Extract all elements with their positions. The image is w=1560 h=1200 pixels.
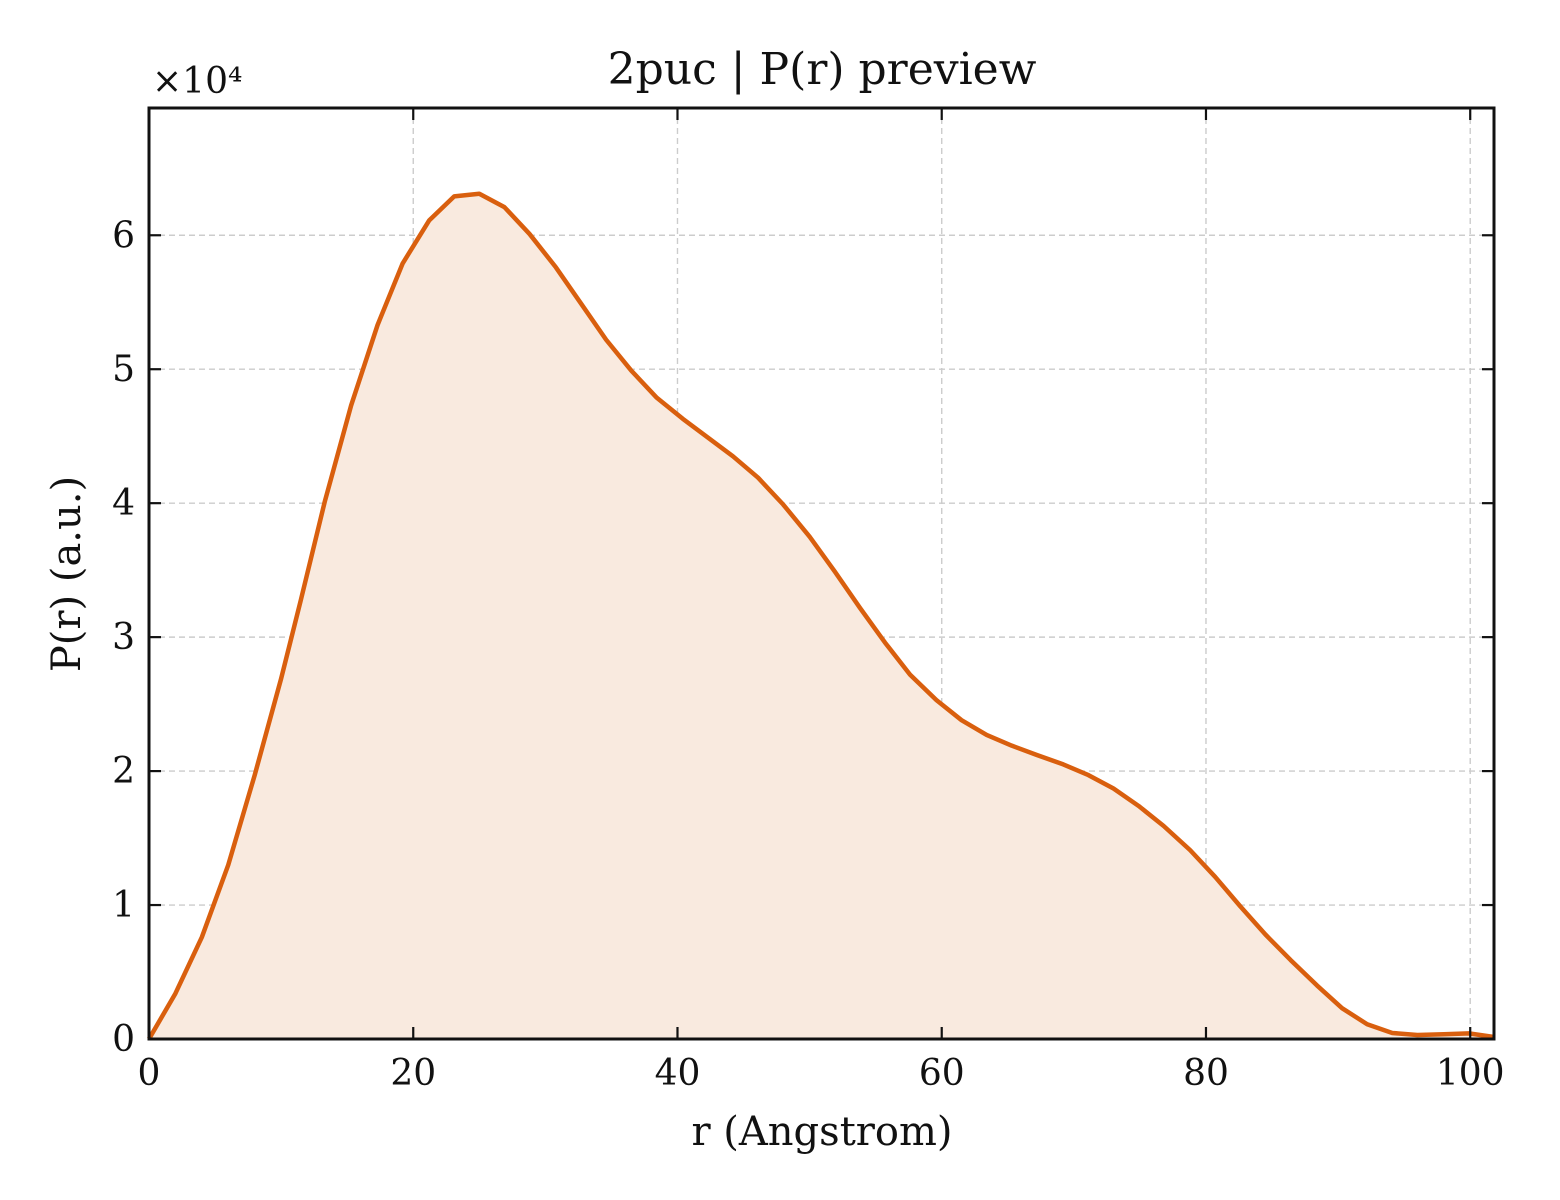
x-tick-label: 80 [1183,1053,1229,1094]
y-tick-label: 5 [112,349,135,390]
y-tick-label: 6 [112,215,135,256]
x-tick-label: 0 [138,1053,161,1094]
y-tick-label: 1 [112,885,135,926]
y-scale-multiplier: ×10⁴ [152,61,242,102]
x-tick-label: 20 [390,1053,436,1094]
x-tick-label: 100 [1436,1053,1505,1094]
y-axis-label: P(r) (a.u.) [44,476,90,672]
x-tick-label: 60 [919,1053,965,1094]
pr-area-fill [149,194,1494,1039]
chart-title: 2puc | P(r) preview [608,44,1037,95]
x-axis-label: r (Angstrom) [691,1109,952,1155]
y-tick-label: 2 [112,751,135,792]
y-tick-label: 0 [112,1019,135,1060]
y-tick-label: 4 [112,483,135,524]
y-tick-label: 3 [112,617,135,658]
x-tick-label: 40 [655,1053,701,1094]
